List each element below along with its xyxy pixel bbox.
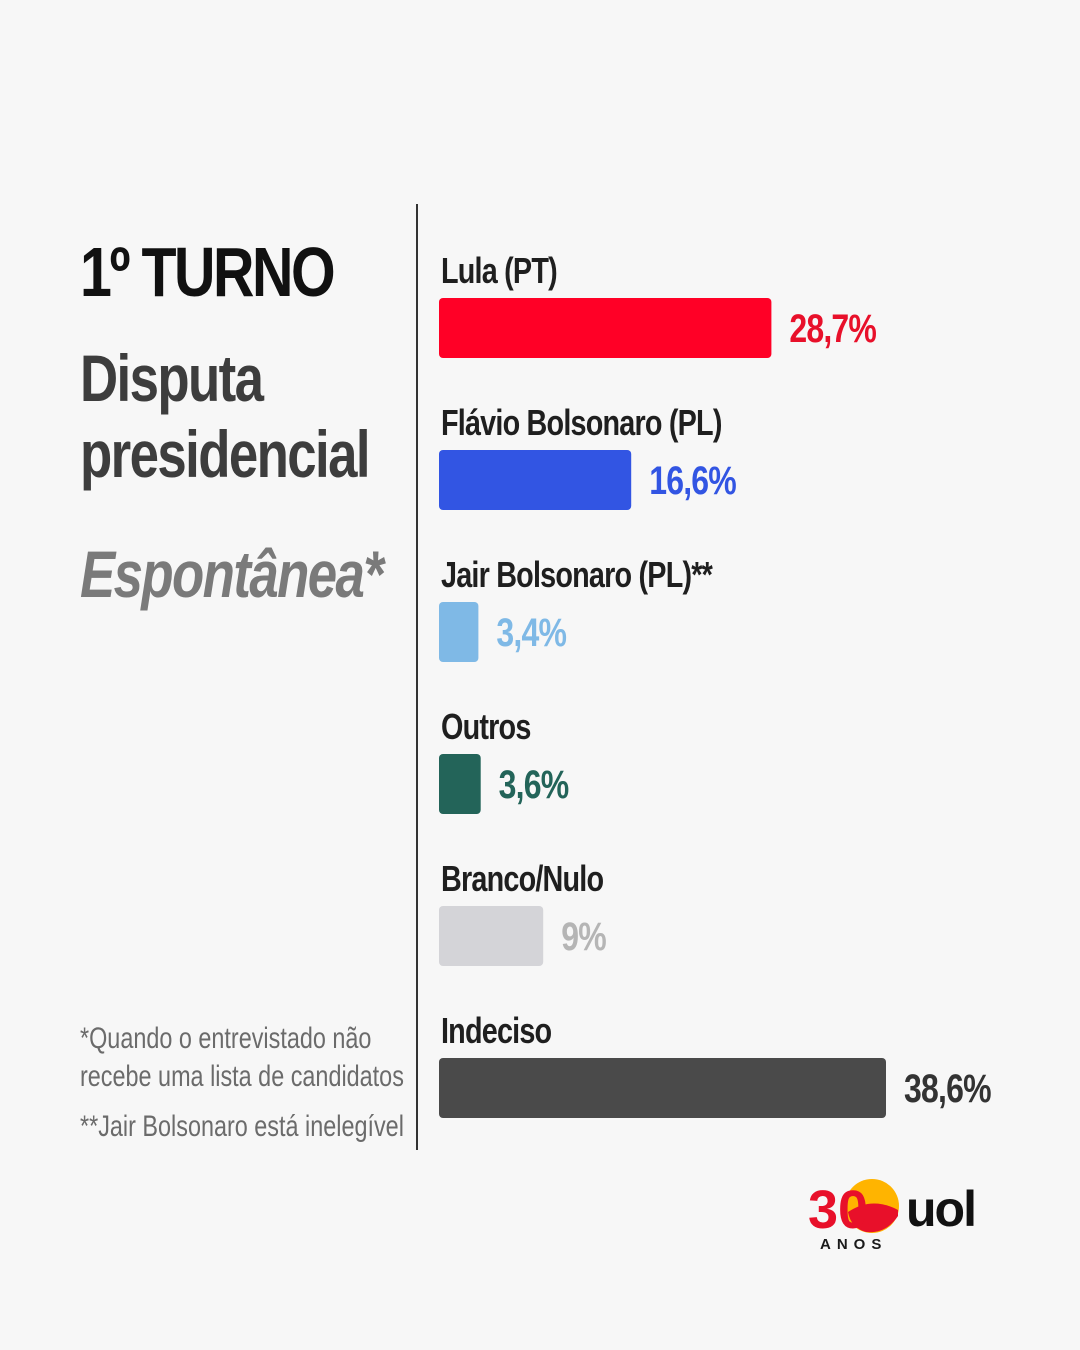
survey-kind: Espontânea* [80, 537, 384, 611]
bar-lula-pt [439, 298, 772, 358]
bar-jair-bolsonaro-pl [439, 602, 479, 662]
footnote-spontaneous-line-2: recebe uma lista de candidatos [80, 1060, 404, 1093]
category-label-indeciso: Indeciso [441, 1010, 551, 1051]
chart-subtitle: Disputa presidencial [80, 340, 371, 492]
category-label-flavio-bolsonaro-pl: Flávio Bolsonaro (PL) [441, 402, 722, 443]
footnote-spontaneous: *Quando o entrevistado não recebe uma li… [80, 1020, 404, 1096]
bar-indeciso [439, 1058, 886, 1118]
value-label-indeciso: 38,6% [904, 1066, 991, 1111]
logo-number: 30 [808, 1180, 868, 1240]
subtitle-line-2: presidencial [80, 417, 371, 491]
category-label-jair-bolsonaro-pl: Jair Bolsonaro (PL)** [441, 554, 713, 595]
value-label-jair-bolsonaro-pl: 3,4% [496, 610, 566, 655]
logo-wave-icon [848, 1203, 898, 1233]
chart-title: 1º TURNO [80, 233, 336, 311]
subtitle-line-1: Disputa [80, 341, 264, 415]
bar-flavio-bolsonaro-pl [439, 450, 632, 510]
value-label-outros: 3,6% [499, 762, 569, 807]
value-label-lula-pt: 28,7% [789, 306, 876, 351]
category-label-lula-pt: Lula (PT) [441, 250, 557, 291]
footnote-spontaneous-line-1: *Quando o entrevistado não [80, 1022, 372, 1055]
bar-outros [439, 754, 481, 814]
logo-brand: uol [906, 1181, 975, 1237]
bar-branco-nulo [439, 906, 544, 966]
logo-anos: ANOS [820, 1236, 888, 1253]
category-label-outros: Outros [441, 706, 531, 747]
uol-30-anos-logo: 30 uol [808, 1179, 977, 1240]
vertical-divider [416, 204, 418, 1150]
footnote-ineligible: **Jair Bolsonaro está inelegível [80, 1110, 404, 1143]
value-label-flavio-bolsonaro-pl: 16,6% [649, 458, 736, 503]
value-label-branco-nulo: 9% [561, 914, 606, 959]
category-label-branco-nulo: Branco/Nulo [441, 858, 603, 899]
